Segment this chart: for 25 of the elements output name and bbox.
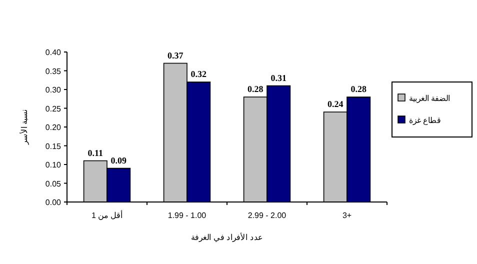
data-label: 0.28 (350, 84, 367, 94)
data-label: 0.24 (328, 99, 344, 109)
y-tick-label: 0.00 (45, 198, 62, 207)
data-label: 0.28 (248, 84, 264, 94)
y-tick-label: 0.05 (45, 179, 62, 188)
x-tick-label: أقل من 1 (92, 209, 122, 220)
data-label: 0.32 (190, 69, 207, 79)
x-tick-label: 2.99 - 2.00 (248, 211, 287, 220)
data-label: 0.09 (110, 155, 127, 166)
data-label: 0.11 (88, 148, 104, 158)
y-tick-label: 0.40 (45, 48, 62, 57)
x-tick-label: 3+ (342, 211, 352, 220)
x-tick-label: 1.99 - 1.00 (168, 211, 207, 220)
y-tick-label: 0.25 (45, 104, 62, 114)
y-tick-label: 0.10 (45, 160, 62, 170)
y-tick-label: 0.35 (45, 66, 62, 76)
y-tick-label: 0.15 (45, 142, 62, 151)
y-axis-title: نسبة الأسر (19, 109, 29, 146)
legend-label: قطاع غزة (409, 116, 442, 125)
y-tick-label: 0.30 (45, 86, 62, 94)
y-tick-label: 0.20 (45, 123, 62, 132)
x-axis-title: عدد الأفراد في الغرفة (191, 232, 263, 242)
data-label: 0.37 (168, 50, 184, 60)
data-label: 0.31 (270, 72, 287, 83)
legend-label: الضفة الغربية (409, 94, 450, 103)
